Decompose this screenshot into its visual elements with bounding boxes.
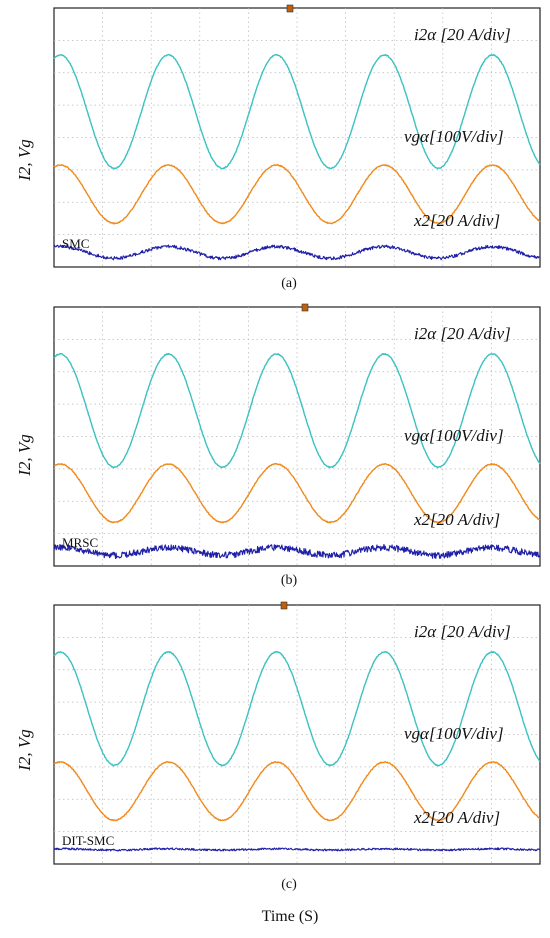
voltage-trace — [53, 760, 541, 822]
trigger-marker-icon — [301, 303, 309, 312]
current-label: i2α [20 A/div] — [414, 25, 511, 44]
voltage-label: vgα[100V/div] — [404, 724, 504, 743]
panel-caption: (a) — [281, 276, 297, 291]
panel-caption: (c) — [281, 877, 297, 892]
panels-group: i2α [20 A/div] vgα[100V/div] x2[20 A/div] S… — [15, 4, 541, 892]
error-trace — [53, 847, 541, 852]
y-axis-label: I2, Vg — [15, 139, 34, 182]
x-axis-label: Time (S) — [262, 908, 319, 925]
voltage-trace — [53, 163, 541, 225]
y-axis-label: I2, Vg — [15, 729, 34, 772]
voltage-label: vgα[100V/div] — [404, 426, 504, 445]
error-label: x2[20 A/div] — [413, 510, 500, 529]
current-label: i2α [20 A/div] — [414, 622, 511, 641]
y-axis-label: I2, Vg — [15, 434, 34, 477]
current-trace — [53, 53, 541, 170]
voltage-label: vgα[100V/div] — [404, 127, 504, 146]
scope-panel-a: i2α [20 A/div] vgα[100V/div] x2[20 A/div] S… — [15, 4, 541, 291]
error-trace — [53, 244, 541, 261]
grid-lines — [54, 605, 540, 864]
trigger-marker-icon — [280, 601, 288, 610]
grid-lines — [54, 307, 540, 566]
current-trace — [53, 650, 541, 767]
error-label: x2[20 A/div] — [413, 808, 500, 827]
method-label: DIT-SMC — [62, 833, 114, 848]
scope-panel-b: i2α [20 A/div] vgα[100V/div] x2[20 A/div] M… — [15, 303, 541, 588]
panel-caption: (b) — [281, 573, 298, 588]
scope-panel-c: i2α [20 A/div] vgα[100V/div] x2[20 A/div] D… — [15, 601, 541, 892]
method-label: SMC — [62, 236, 89, 251]
error-trace — [53, 543, 541, 559]
current-trace — [53, 352, 541, 469]
grid-lines — [54, 8, 540, 267]
voltage-trace — [53, 462, 541, 524]
trigger-marker-icon — [286, 4, 294, 13]
current-label: i2α [20 A/div] — [414, 324, 511, 343]
error-label: x2[20 A/div] — [413, 211, 500, 230]
method-label: MRSC — [62, 535, 98, 550]
